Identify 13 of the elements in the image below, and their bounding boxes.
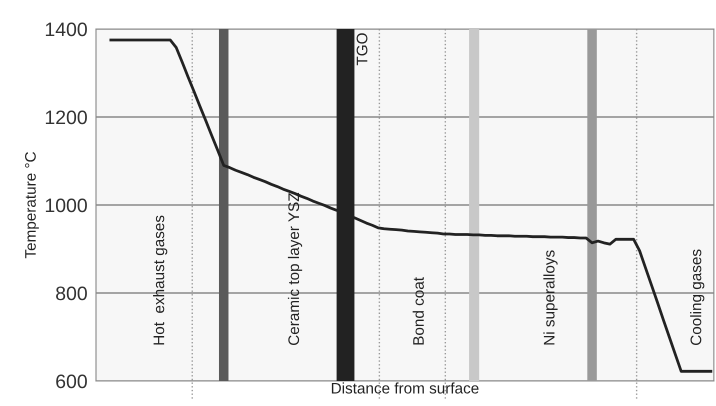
y-tick-label: 800 <box>56 286 87 300</box>
y-tick-label: 1400 <box>46 22 87 36</box>
y-tick-label: 1000 <box>46 198 87 212</box>
annotation: Bond coat <box>412 277 424 345</box>
annotation: Ceramic top layer YSZ <box>288 192 302 346</box>
annotation: Hot exhaust gases <box>153 216 168 345</box>
x-axis-title: Distance from surface <box>332 382 479 394</box>
annotation: TGO <box>356 33 368 66</box>
y-tick-label: 1200 <box>46 110 87 124</box>
annotation: Cooling gases <box>690 250 704 346</box>
annotation: Ni superalloys <box>543 250 558 345</box>
y-axis-title: Temperature °C <box>25 152 39 258</box>
y-tick-label: 600 <box>56 374 87 388</box>
